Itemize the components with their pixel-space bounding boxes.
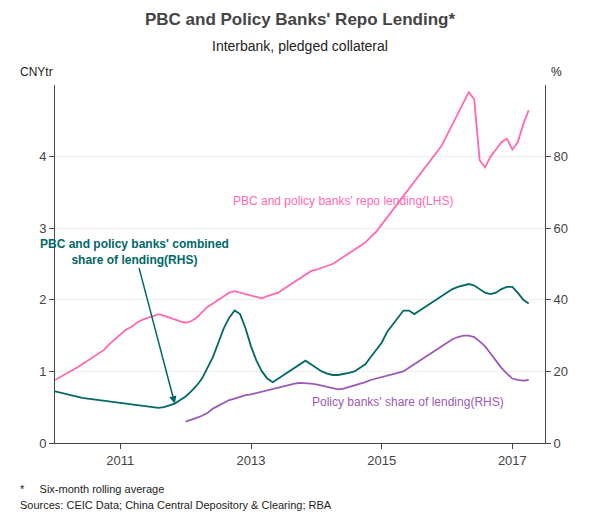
- svg-text:Sources: CEIC Data; China Cent: Sources: CEIC Data; China Central Deposi…: [20, 499, 332, 511]
- svg-text:1: 1: [39, 364, 46, 379]
- svg-text:80: 80: [554, 149, 568, 164]
- svg-text:PBC and Policy Banks' Repo Len: PBC and Policy Banks' Repo Lending*: [145, 10, 455, 29]
- svg-text:4: 4: [39, 149, 46, 164]
- svg-text:60: 60: [554, 221, 568, 236]
- svg-text:2013: 2013: [237, 453, 266, 468]
- svg-text:20: 20: [554, 364, 568, 379]
- svg-text:0: 0: [554, 436, 561, 451]
- svg-text:2011: 2011: [106, 453, 134, 468]
- svg-text:CNYtr: CNYtr: [20, 65, 53, 79]
- svg-text:2015: 2015: [367, 453, 396, 468]
- svg-text:PBC and policy banks' repo len: PBC and policy banks' repo lending(LHS): [233, 194, 453, 208]
- svg-text:%: %: [551, 65, 562, 79]
- svg-text:Policy banks' share of lending: Policy banks' share of lending(RHS): [312, 395, 504, 409]
- svg-text:* Six-month rolling averag: * Six-month rolling average: [20, 483, 164, 495]
- svg-text:2017: 2017: [498, 453, 527, 468]
- svg-text:Interbank, pledged collateral: Interbank, pledged collateral: [212, 38, 388, 54]
- svg-text:0: 0: [39, 436, 46, 451]
- svg-text:3: 3: [39, 221, 46, 236]
- svg-text:PBC and policy banks' combined: PBC and policy banks' combinedshare of l…: [40, 237, 229, 267]
- svg-text:40: 40: [554, 292, 568, 307]
- svg-text:2: 2: [39, 292, 46, 307]
